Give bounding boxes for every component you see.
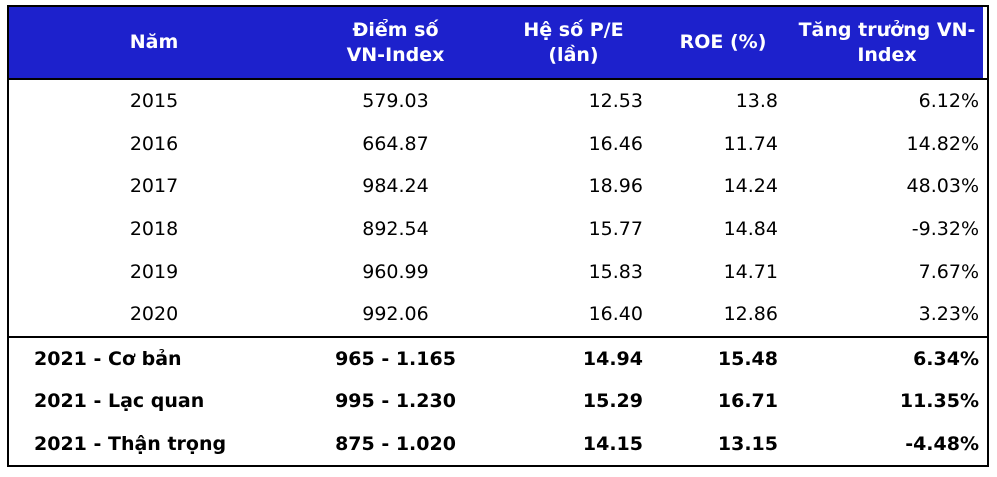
growth-cell: 6.12% [918,90,979,113]
vnindex-cell: 960.99 [362,260,429,283]
growth-cell: 3.23% [918,303,979,326]
table-row-2017: 2017 984.24 18.96 14.24 48.03% [9,165,987,208]
growth-cell: -4.48% [905,432,979,455]
year-cell: 2015 [129,90,179,113]
roe-cell: 11.74 [723,132,778,155]
growth-cell: 7.67% [918,260,979,283]
roe-cell: 15.48 [717,347,778,370]
column-header-vnindex-points: Điểm số VN-Index [299,7,492,78]
column-header-pe-ratio: Hệ số P/E (lần) [492,7,655,78]
year-cell: 2016 [129,132,179,155]
vnindex-cell: 995 - 1.230 [335,390,456,413]
roe-cell: 16.71 [717,390,778,413]
vnindex-forecast-table: Năm Điểm số VN-Index Hệ số P/E (lần) ROE… [7,5,989,467]
roe-cell: 13.8 [735,90,778,113]
pe-cell: 14.94 [582,347,643,370]
year-cell: 2017 [129,175,179,198]
table-row-2021-cautious: 2021 - Thận trọng 875 - 1.020 14.15 13.1… [9,422,987,464]
year-cell: 2018 [129,218,179,241]
vnindex-cell: 984.24 [362,175,429,198]
column-header-label: Hệ số P/E [523,18,624,41]
vnindex-cell: 875 - 1.020 [335,432,456,455]
growth-cell: 6.34% [913,347,979,370]
table-header-row: Năm Điểm số VN-Index Hệ số P/E (lần) ROE… [9,7,987,80]
table-row-2015: 2015 579.03 12.53 13.8 6.12% [9,80,987,123]
table-row-2021-optimistic: 2021 - Lạc quan 995 - 1.230 15.29 16.71 … [9,380,987,422]
vnindex-cell: 664.87 [362,132,429,155]
pe-cell: 15.83 [588,260,643,283]
column-header-vnindex-growth: Tăng trưởng VN- Index [791,7,983,78]
table-row-2020: 2020 992.06 16.40 12.86 3.23% [9,293,987,336]
growth-cell: 48.03% [906,175,979,198]
column-header-label: Điểm số [352,18,439,41]
column-header-roe: ROE (%) [655,7,791,78]
pe-cell: 12.53 [588,90,643,113]
year-cell: 2020 [129,303,179,326]
table-row-2019: 2019 960.99 15.83 14.71 7.67% [9,250,987,293]
pe-cell: 15.29 [582,390,643,413]
vnindex-cell: 992.06 [362,303,429,326]
column-header-label: (lần) [548,43,599,66]
growth-cell: 14.82% [906,132,979,155]
pe-cell: 14.15 [582,432,643,455]
roe-cell: 14.24 [723,175,778,198]
column-header-label: Năm [129,31,179,53]
column-header-label: Tăng trưởng VN- [798,18,976,41]
vnindex-cell: 579.03 [362,90,429,113]
roe-cell: 14.71 [723,260,778,283]
year-cell: 2019 [129,260,179,283]
table-row-2016: 2016 664.87 16.46 11.74 14.82% [9,123,987,166]
column-header-label: ROE (%) [679,31,767,53]
scenario-cell: 2021 - Lạc quan [34,390,205,413]
pe-cell: 16.40 [588,303,643,326]
growth-cell: 11.35% [899,390,979,413]
column-header-label: VN-Index [346,43,445,66]
vnindex-cell: 965 - 1.165 [335,347,456,370]
table-row-2021-base: 2021 - Cơ bản 965 - 1.165 14.94 15.48 6.… [9,335,987,380]
roe-cell: 13.15 [717,432,778,455]
pe-cell: 16.46 [588,132,643,155]
roe-cell: 14.84 [723,218,778,241]
table-row-2018: 2018 892.54 15.77 14.84 -9.32% [9,208,987,251]
scenario-cell: 2021 - Thận trọng [34,432,227,455]
pe-cell: 18.96 [588,175,643,198]
growth-cell: -9.32% [911,218,979,241]
column-header-label: Index [857,43,917,66]
scenario-cell: 2021 - Cơ bản [34,347,182,370]
vnindex-cell: 892.54 [362,218,429,241]
column-header-year: Năm [9,7,299,78]
pe-cell: 15.77 [588,218,643,241]
roe-cell: 12.86 [723,303,778,326]
